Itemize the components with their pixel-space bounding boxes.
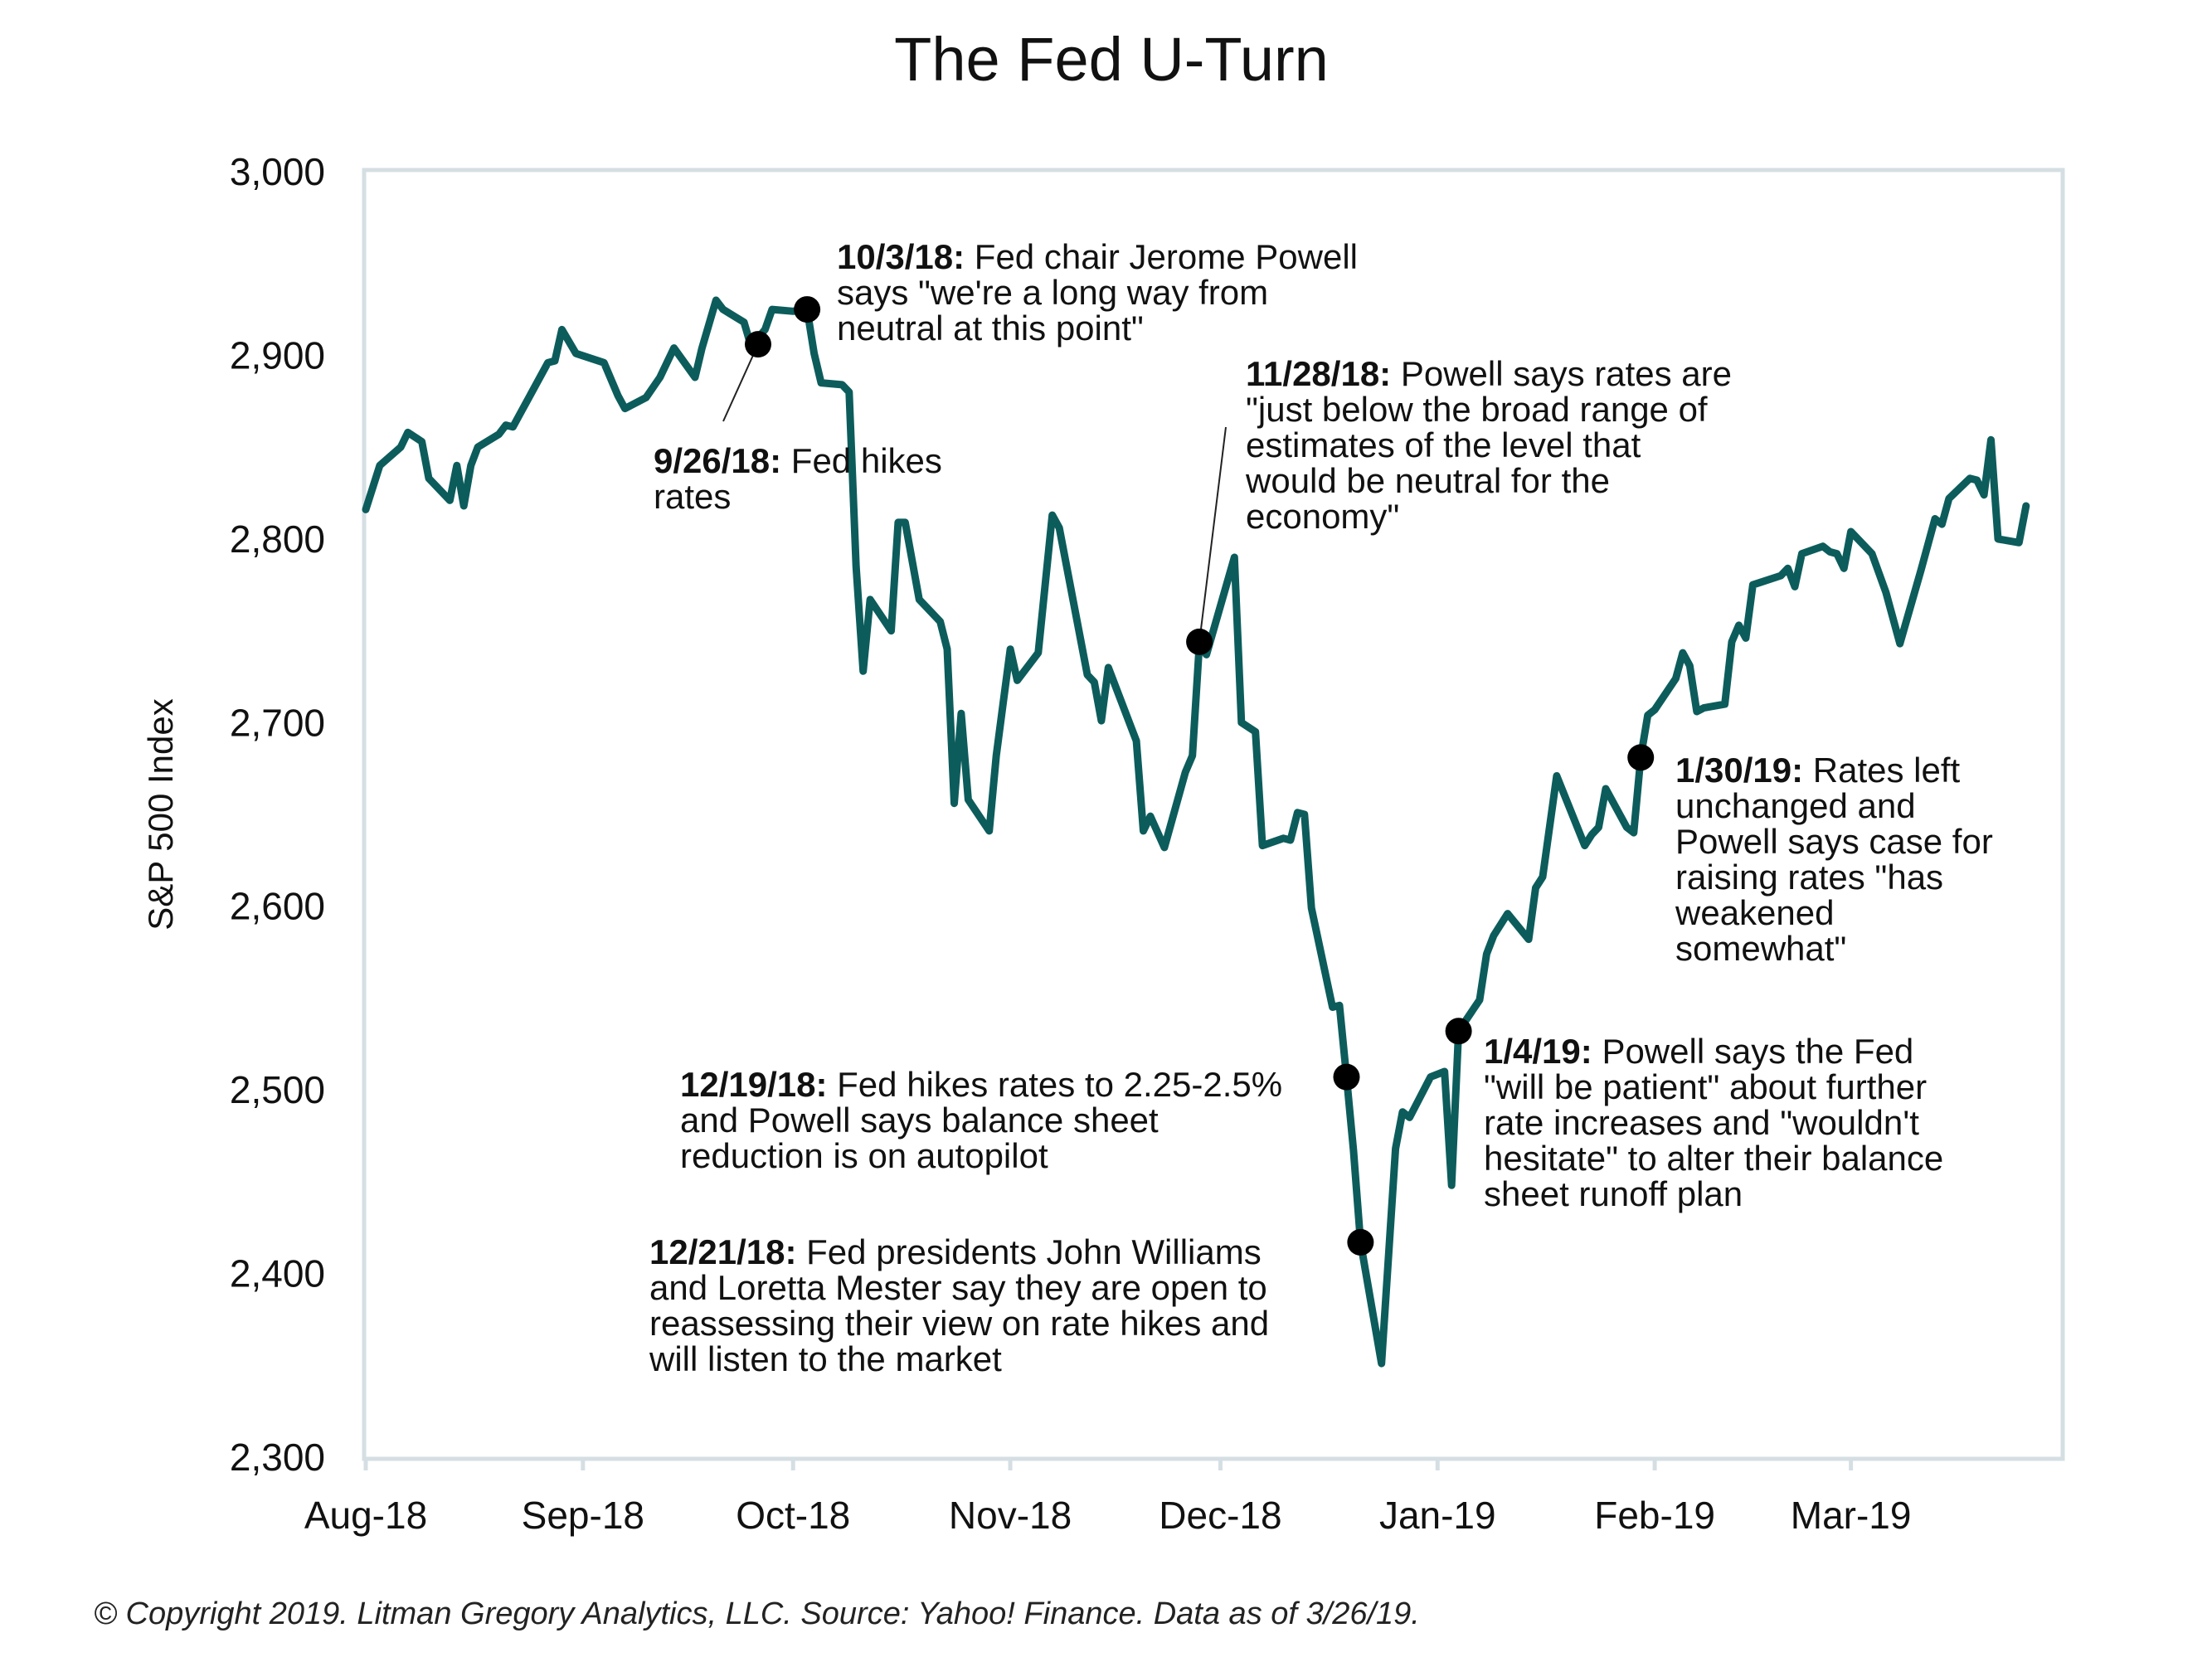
annotation-line: neutral at this point" xyxy=(837,309,1144,347)
y-axis: 2,300 2,400 2,500 2,600 2,700 2,800 2,900 3,000 xyxy=(230,150,325,1479)
annotation-date: 1/4/19: xyxy=(1484,1032,1602,1071)
annotation: 11/28/18: Powell says rates are"just bel… xyxy=(1245,354,1732,536)
event-marker xyxy=(1627,744,1655,771)
annotation-line: 9/26/18: Fed hikes xyxy=(654,441,942,480)
annotation-text: Powell says rates are xyxy=(1401,354,1732,393)
annotation-line: economy" xyxy=(1246,497,1399,536)
y-tick-label: 2,700 xyxy=(230,701,325,744)
annotation-text: Fed hikes rates to 2.25-2.5% xyxy=(837,1065,1282,1104)
annotation-text: Powell says the Fed xyxy=(1602,1032,1913,1071)
annotation-text: Fed presidents John Williams xyxy=(806,1232,1262,1271)
y-tick-label: 2,600 xyxy=(230,885,325,928)
annotation-line: 11/28/18: Powell says rates are xyxy=(1246,354,1732,393)
annotation-line: sheet runoff plan xyxy=(1484,1174,1743,1213)
annotation-date: 12/21/18: xyxy=(649,1232,806,1271)
event-marker xyxy=(1333,1063,1360,1091)
plot-frame xyxy=(362,168,2065,1461)
annotation-line: and Loretta Mester say they are open to xyxy=(649,1268,1267,1307)
event-marker xyxy=(1347,1228,1374,1256)
annotation-line: "just below the broad range of xyxy=(1246,390,1708,429)
x-tick-label: Mar-19 xyxy=(1791,1494,1912,1537)
annotation-line: will listen to the market xyxy=(649,1339,1002,1378)
annotation-line: somewhat" xyxy=(1675,929,1846,968)
annotation-line: unchanged and xyxy=(1675,786,1916,825)
x-tick-label: Oct-18 xyxy=(736,1494,850,1537)
y-tick-label: 2,800 xyxy=(230,518,325,561)
annotation-date: 10/3/18: xyxy=(837,237,975,276)
annotation: 12/21/18: Fed presidents John Williamsan… xyxy=(649,1232,1269,1378)
annotation-leader-line xyxy=(722,343,759,422)
annotation-line: 1/4/19: Powell says the Fed xyxy=(1484,1032,1913,1071)
event-marker xyxy=(744,331,771,358)
annotation-leader-line xyxy=(1198,426,1227,642)
annotation-leaders xyxy=(722,343,1227,642)
x-tick-label: Sep-18 xyxy=(522,1494,644,1537)
annotation-text: Fed chair Jerome Powell xyxy=(975,237,1358,276)
annotation-line: 1/30/19: Rates left xyxy=(1675,751,1961,790)
x-tick-label: Nov-18 xyxy=(949,1494,1072,1537)
annotation-text: Fed hikes xyxy=(791,441,942,480)
copyright-footer: © Copyright 2019. Litman Gregory Analyti… xyxy=(94,1596,1420,1631)
y-tick-label: 2,400 xyxy=(230,1252,325,1295)
annotation-line: raising rates "has xyxy=(1675,858,1943,897)
annotation-line: 12/19/18: Fed hikes rates to 2.25-2.5% xyxy=(680,1065,1282,1104)
annotation-line: reassessing their view on rate hikes and xyxy=(649,1304,1269,1343)
annotation-date: 1/30/19: xyxy=(1675,751,1813,790)
y-axis-label: S&P 500 Index xyxy=(141,698,180,930)
annotation-line: estimates of the level that xyxy=(1246,425,1641,464)
annotation-line: 12/21/18: Fed presidents John Williams xyxy=(649,1232,1262,1271)
x-tick-label: Jan-19 xyxy=(1379,1494,1496,1537)
annotation-line: weakened xyxy=(1675,893,1834,932)
event-marker xyxy=(1445,1018,1472,1045)
annotation: 1/4/19: Powell says the Fed"will be pati… xyxy=(1484,1032,1943,1213)
annotation: 12/19/18: Fed hikes rates to 2.25-2.5%an… xyxy=(680,1065,1282,1175)
y-tick-label: 2,900 xyxy=(230,333,325,377)
x-tick-label: Feb-19 xyxy=(1594,1494,1715,1537)
annotation-line: Powell says case for xyxy=(1675,822,1993,861)
annotation-line: hesitate" to alter their balance xyxy=(1484,1139,1943,1178)
x-tick-label: Dec-18 xyxy=(1159,1494,1281,1537)
annotation-line: rates xyxy=(654,477,731,516)
annotation-line: would be neutral for the xyxy=(1245,461,1610,500)
annotation-line: and Powell says balance sheet xyxy=(680,1101,1159,1140)
annotation-text: Rates left xyxy=(1813,751,1961,790)
annotation-date: 11/28/18: xyxy=(1246,354,1401,393)
annotation-date: 9/26/18: xyxy=(654,441,791,480)
x-tick-label: Aug-18 xyxy=(304,1494,427,1537)
y-tick-label: 2,300 xyxy=(230,1436,325,1479)
series-line xyxy=(362,296,2030,1368)
highlight-markers xyxy=(744,296,1655,1256)
event-marker xyxy=(794,296,821,323)
x-axis: Aug-18 Sep-18 Oct-18 Nov-18 Dec-18 Jan-19 Feb-… xyxy=(304,1457,1912,1537)
annotation-line: says "we're a long way from xyxy=(837,273,1268,312)
chart-title: The Fed U-Turn xyxy=(894,25,1329,94)
event-marker xyxy=(1186,628,1213,655)
y-tick-label: 3,000 xyxy=(230,150,325,193)
annotation-line: 10/3/18: Fed chair Jerome Powell xyxy=(837,237,1358,276)
annotation-date: 12/19/18: xyxy=(680,1065,837,1104)
y-tick-label: 2,500 xyxy=(230,1068,325,1111)
annotation-line: rate increases and "wouldn't xyxy=(1484,1103,1919,1142)
annotation-line: "will be patient" about further xyxy=(1484,1067,1927,1106)
annotation-line: reduction is on autopilot xyxy=(680,1136,1048,1175)
